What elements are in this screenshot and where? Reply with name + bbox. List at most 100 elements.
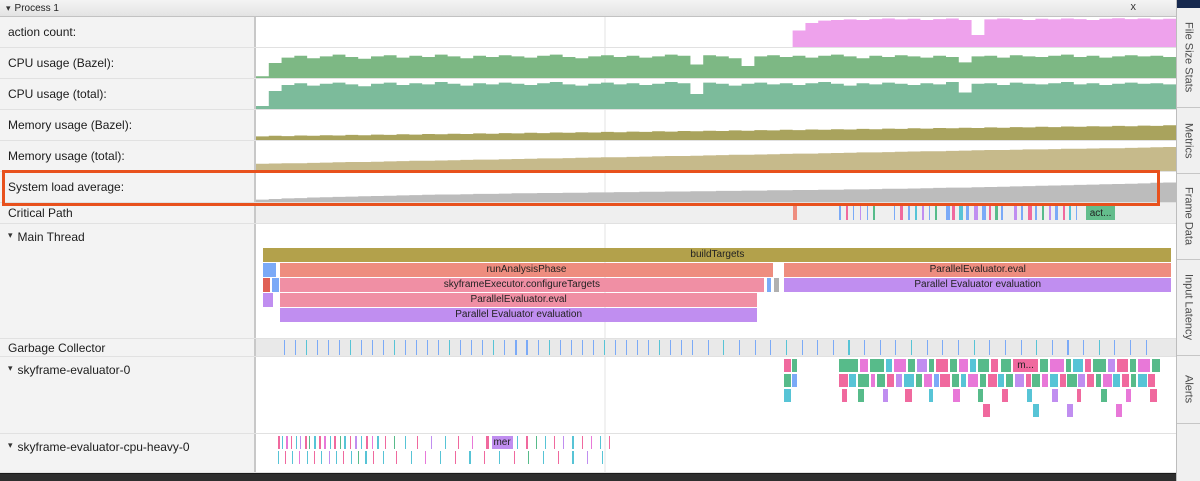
skyframe-evaluator-0-track[interactable]: m... [256,357,1176,433]
slice[interactable] [1015,374,1025,387]
slice[interactable] [908,206,910,220]
slice[interactable] [1001,206,1004,220]
slice[interactable] [792,374,797,387]
slice[interactable] [658,340,661,355]
garbage-collector-track[interactable] [256,339,1176,356]
slice[interactable] [1086,374,1095,387]
slice[interactable] [883,389,889,402]
slice[interactable] [544,436,546,449]
slice[interactable] [284,451,286,464]
slice[interactable] [859,206,862,220]
slice[interactable] [998,374,1004,387]
slice[interactable] [349,436,351,449]
slice[interactable] [1049,206,1051,220]
slice[interactable] [928,389,934,402]
slice[interactable] [1121,374,1130,387]
slice[interactable] [563,436,565,449]
slice[interactable] [1116,404,1122,417]
slice[interactable] [587,451,589,464]
slice[interactable] [336,451,338,464]
slice[interactable] [766,278,772,292]
slice[interactable] [869,359,885,372]
slice[interactable] [382,340,385,355]
slice[interactable] [504,340,506,355]
slice[interactable] [1065,359,1072,372]
slice[interactable] [904,389,912,402]
slice[interactable] [1055,206,1059,220]
slice[interactable] [548,340,550,355]
slice[interactable] [958,359,969,372]
slice[interactable] [449,340,451,355]
slice[interactable] [1026,389,1032,402]
slice[interactable] [1060,374,1066,387]
slice[interactable] [1027,206,1032,220]
slice[interactable] [458,436,460,449]
slice[interactable] [324,436,326,449]
slice[interactable] [365,451,367,464]
slice[interactable] [440,451,442,464]
slice[interactable] [859,359,868,372]
slice[interactable] [313,436,316,449]
slice[interactable] [360,340,362,355]
slice[interactable] [526,436,528,449]
slice[interactable] [366,436,369,449]
slice[interactable] [572,436,574,449]
slice[interactable] [295,436,298,449]
slice[interactable] [681,340,683,355]
slice[interactable] [329,436,331,449]
slice[interactable] [1083,340,1085,355]
slice[interactable] [377,436,379,449]
slice[interactable] [857,389,865,402]
slice[interactable] [839,359,858,372]
slice[interactable] [636,340,638,355]
slice[interactable] [1067,374,1077,387]
tab-alerts[interactable]: Alerts [1177,356,1200,424]
slice[interactable] [1117,359,1129,372]
slice-label[interactable]: act... [1085,206,1116,220]
slice[interactable] [427,340,429,355]
slice[interactable] [1145,340,1147,355]
slice[interactable] [784,389,792,402]
slice[interactable] [849,374,856,387]
slice[interactable] [1033,404,1039,417]
slice[interactable] [283,340,285,355]
slice[interactable] [1093,359,1107,372]
slice[interactable] [707,340,709,355]
slice[interactable] [572,451,574,464]
slice[interactable] [1150,389,1157,402]
slice[interactable] [486,436,489,449]
slice[interactable] [1051,389,1059,402]
slice[interactable] [978,359,990,372]
slice[interactable] [344,436,347,449]
slice[interactable] [1084,359,1092,372]
slice[interactable] [299,451,301,464]
slice[interactable] [417,436,419,449]
slice[interactable] [793,206,798,220]
slice[interactable] [1103,374,1112,387]
slice[interactable] [395,451,397,464]
collapse-triangle-icon[interactable]: ▾ [8,363,13,373]
slice[interactable] [313,451,316,464]
slice[interactable] [350,451,352,464]
slice[interactable] [989,340,991,355]
slice[interactable] [405,340,407,355]
slice[interactable] [291,451,293,464]
slice[interactable] [444,436,446,449]
slice[interactable] [327,340,329,355]
slice[interactable] [405,436,407,449]
slice[interactable] [1075,206,1078,220]
slice[interactable] [498,451,500,464]
slice[interactable] [1035,206,1038,220]
slice[interactable] [305,340,307,355]
slice[interactable] [371,436,373,449]
slice[interactable] [991,359,999,372]
slice[interactable] [877,374,886,387]
main-thread-track[interactable]: buildTargets runAnalysisPhase ParallelEva… [256,224,1176,338]
slice[interactable] [960,374,967,387]
slice[interactable] [935,359,948,372]
slice[interactable] [887,374,895,387]
slice[interactable] [1152,359,1161,372]
slice[interactable] [1005,374,1014,387]
slice-label[interactable]: Parallel Evaluator evaluation [784,278,1172,292]
tab-frame-data[interactable]: Frame Data [1177,174,1200,260]
